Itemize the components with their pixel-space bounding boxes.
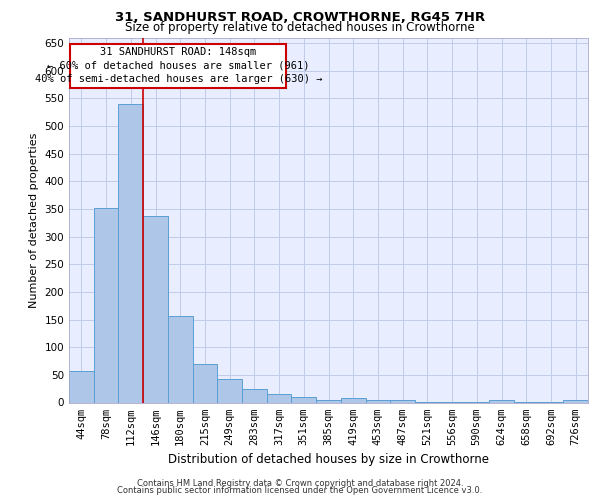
- Bar: [69, 371, 94, 402]
- Text: Contains public sector information licensed under the Open Government Licence v3: Contains public sector information licen…: [118, 486, 482, 495]
- Bar: [143, 216, 168, 402]
- Bar: [242, 388, 267, 402]
- Bar: [365, 400, 390, 402]
- Bar: [118, 104, 143, 403]
- Bar: [217, 378, 242, 402]
- Text: Contains HM Land Registry data © Crown copyright and database right 2024.: Contains HM Land Registry data © Crown c…: [137, 478, 463, 488]
- Bar: [390, 400, 415, 402]
- Bar: [168, 316, 193, 402]
- X-axis label: Distribution of detached houses by size in Crowthorne: Distribution of detached houses by size …: [168, 453, 489, 466]
- Y-axis label: Number of detached properties: Number of detached properties: [29, 132, 39, 308]
- Text: 31, SANDHURST ROAD, CROWTHORNE, RG45 7HR: 31, SANDHURST ROAD, CROWTHORNE, RG45 7HR: [115, 11, 485, 24]
- Bar: [341, 398, 365, 402]
- Bar: [316, 400, 341, 402]
- Bar: [267, 394, 292, 402]
- Bar: [94, 208, 118, 402]
- Bar: [70, 44, 286, 88]
- Text: Size of property relative to detached houses in Crowthorne: Size of property relative to detached ho…: [125, 22, 475, 35]
- Bar: [292, 397, 316, 402]
- Bar: [563, 400, 588, 402]
- Text: 40% of semi-detached houses are larger (630) →: 40% of semi-detached houses are larger (…: [35, 74, 322, 85]
- Text: ← 60% of detached houses are smaller (961): ← 60% of detached houses are smaller (96…: [47, 61, 310, 71]
- Bar: [193, 364, 217, 403]
- Text: 31 SANDHURST ROAD: 148sqm: 31 SANDHURST ROAD: 148sqm: [100, 48, 256, 58]
- Bar: [489, 400, 514, 402]
